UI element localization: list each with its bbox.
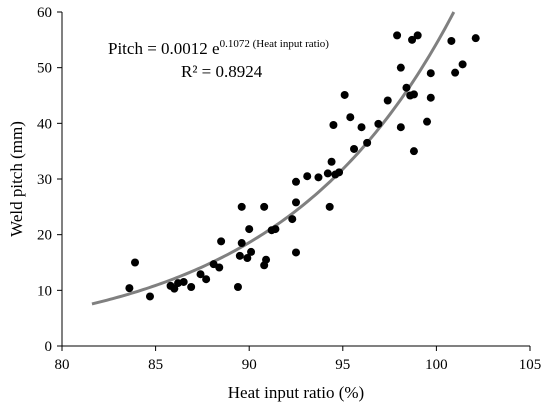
y-tick-label: 20 [37,228,52,244]
data-point [314,173,323,182]
data-point [402,83,411,92]
data-point [413,31,422,40]
y-tick-label: 60 [37,5,52,21]
data-point [235,251,244,260]
data-point [292,198,300,207]
y-tick-label: 40 [37,116,52,132]
data-point [451,68,460,77]
data-point [363,138,372,147]
data-points [125,31,480,301]
data-point [426,69,435,78]
data-point [202,275,211,284]
y-axis-title: Weld pitch (mm) [7,121,26,237]
data-point [292,177,300,186]
equation-exponent: 0.1072 [220,38,250,50]
data-point [145,292,154,301]
equation-annotation: Pitch = 0.0012 e0.1072 (Heat input ratio… [108,38,329,81]
data-point [396,123,405,132]
data-point [125,284,134,293]
svg-text:Pitch = 0.0012 e0.1072 (Heat i: Pitch = 0.0012 e0.1072 (Heat input ratio… [108,38,329,58]
data-point [408,35,417,44]
data-point [243,254,252,263]
x-axis-ticks: 80 85 90 95 100 105 [55,346,542,373]
data-point [271,225,280,234]
data-point [323,169,332,178]
data-point [237,202,246,211]
data-point [350,144,359,153]
data-point [423,117,432,126]
data-point [346,113,355,122]
data-point [262,255,271,264]
data-point [340,90,349,99]
data-point [233,282,242,291]
data-point [196,270,205,279]
x-tick-label: 80 [55,357,70,373]
data-point [383,96,392,105]
data-point [247,247,256,256]
data-point [329,121,338,129]
data-point [215,263,224,272]
y-tick-label: 50 [37,61,52,77]
data-point [335,168,344,177]
data-point [458,60,467,69]
x-tick-label: 95 [335,357,350,373]
data-point [409,90,418,99]
data-point [260,202,269,211]
data-point [325,202,334,211]
data-point [187,282,196,291]
x-axis-title: Heat input ratio (%) [228,383,364,402]
data-point [396,63,405,72]
data-point [237,239,246,248]
y-tick-label: 30 [37,172,52,188]
data-point [409,147,418,156]
data-point [426,93,435,102]
y-tick-label: 0 [45,339,53,355]
data-point [327,157,336,166]
x-tick-label: 105 [519,357,542,373]
data-point [471,34,480,43]
y-tick-label: 10 [37,283,52,299]
equation-main: Pitch = 0.0012 e [108,39,220,58]
x-tick-label: 85 [148,357,163,373]
data-point [131,258,140,267]
data-point [303,172,312,181]
data-point [292,248,300,257]
data-point [374,119,383,128]
data-point [447,36,456,45]
x-tick-label: 90 [242,357,257,373]
equation-exponent-variable: (Heat input ratio) [250,38,329,50]
data-point [357,123,366,132]
y-axis-ticks: 0 10 20 30 40 50 60 [37,5,62,355]
data-point [288,215,297,224]
data-point [179,277,188,286]
data-point [217,237,226,246]
data-point [393,31,402,40]
data-point [245,225,254,234]
x-tick-label: 100 [425,357,448,373]
r-squared-label: R² = 0.8924 [181,62,263,81]
